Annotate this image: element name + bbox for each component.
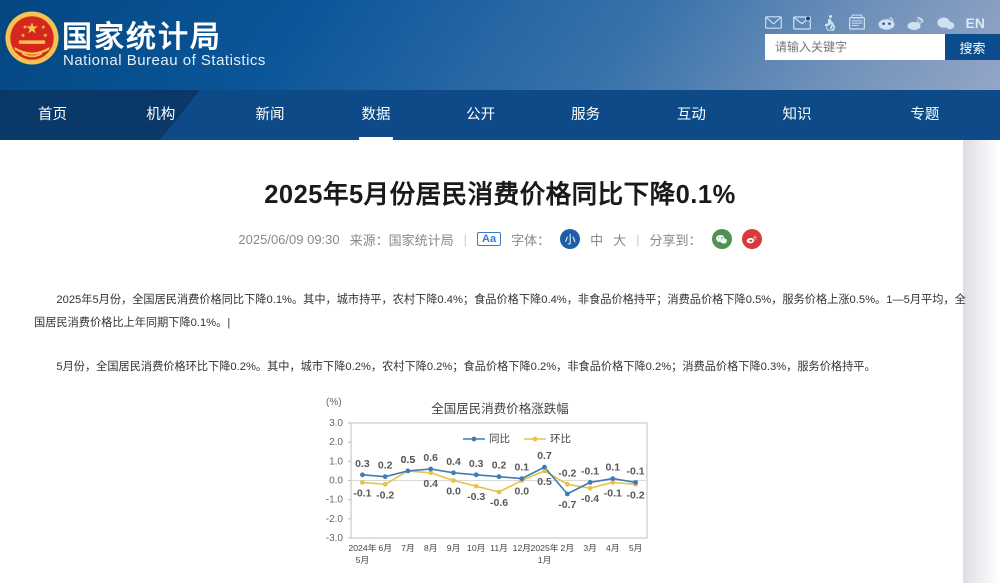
svg-text:7月: 7月	[401, 543, 415, 553]
svg-text:0.4: 0.4	[423, 478, 438, 490]
svg-text:5月: 5月	[629, 543, 643, 553]
svg-text:2025年: 2025年	[530, 542, 558, 553]
svg-text:0.0: 0.0	[446, 486, 461, 498]
svg-text:0.4: 0.4	[446, 456, 461, 468]
svg-text:1.0: 1.0	[329, 456, 343, 467]
svg-text:0.7: 0.7	[537, 450, 552, 462]
svg-text:-0.2: -0.2	[627, 489, 645, 501]
svg-text:-0.1: -0.1	[581, 465, 599, 477]
svg-text:0.3: 0.3	[355, 458, 370, 470]
svg-text:0.0: 0.0	[514, 486, 529, 498]
svg-text:1月: 1月	[538, 555, 552, 565]
svg-text:0.5: 0.5	[401, 454, 416, 466]
svg-text:11月: 11月	[490, 543, 508, 553]
svg-text:0.5: 0.5	[537, 476, 552, 488]
svg-text:5月: 5月	[356, 555, 370, 565]
svg-text:0.1: 0.1	[605, 462, 620, 474]
svg-text:-1.0: -1.0	[326, 495, 344, 506]
svg-text:0.3: 0.3	[469, 458, 484, 470]
svg-text:0.0: 0.0	[329, 476, 343, 487]
svg-text:-0.1: -0.1	[604, 487, 622, 499]
svg-text:0.2: 0.2	[492, 460, 507, 472]
svg-text:2月: 2月	[561, 543, 575, 553]
svg-text:0.6: 0.6	[423, 452, 438, 464]
svg-text:-0.4: -0.4	[581, 493, 599, 505]
svg-text:-0.3: -0.3	[467, 491, 485, 503]
svg-text:10月: 10月	[467, 543, 485, 553]
svg-text:8月: 8月	[424, 543, 438, 553]
svg-text:0.2: 0.2	[378, 460, 393, 472]
svg-text:3.0: 3.0	[329, 418, 343, 429]
svg-text:-0.2: -0.2	[558, 467, 576, 479]
svg-text:0.1: 0.1	[514, 462, 529, 474]
svg-text:9月: 9月	[447, 543, 461, 553]
svg-text:-0.1: -0.1	[627, 465, 645, 477]
svg-text:6月: 6月	[378, 543, 392, 553]
svg-text:0.5: 0.5	[401, 454, 416, 466]
svg-text:2024年: 2024年	[348, 542, 376, 553]
svg-text:3月: 3月	[583, 543, 597, 553]
svg-text:12月: 12月	[513, 543, 531, 553]
svg-text:-0.6: -0.6	[490, 497, 508, 509]
svg-text:-0.2: -0.2	[376, 489, 394, 501]
svg-text:-3.0: -3.0	[326, 533, 344, 544]
svg-text:-0.1: -0.1	[353, 487, 371, 499]
svg-text:-0.7: -0.7	[558, 499, 576, 511]
svg-text:2.0: 2.0	[329, 437, 343, 448]
svg-text:4月: 4月	[606, 543, 620, 553]
svg-text:-2.0: -2.0	[326, 514, 344, 525]
